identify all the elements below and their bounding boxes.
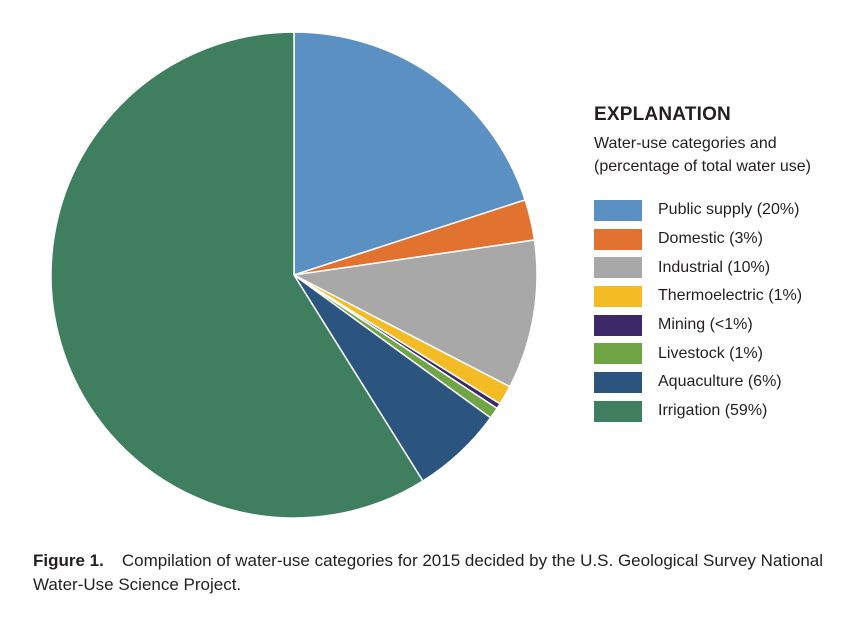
legend-swatch bbox=[594, 228, 642, 250]
pie-slice-industrial bbox=[293, 239, 538, 388]
legend-item: Livestock (1%) bbox=[594, 339, 854, 368]
legend-subtitle-line-2: (percentage of total water use) bbox=[594, 158, 812, 175]
legend-item: Aquaculture (6%) bbox=[594, 368, 854, 397]
legend-swatch bbox=[594, 371, 642, 393]
legend-title: EXPLANATION bbox=[594, 104, 731, 125]
legend-label: Irrigation (59%) bbox=[658, 402, 768, 420]
legend-item: Public supply (20%) bbox=[594, 196, 854, 225]
legend-item: Domestic (3%) bbox=[594, 225, 854, 254]
legend-swatch bbox=[594, 400, 642, 422]
legend-label: Public supply (20%) bbox=[658, 201, 800, 219]
legend-item: Irrigation (59%) bbox=[594, 397, 854, 426]
legend-label: Domestic (3%) bbox=[658, 230, 763, 248]
figure-caption: Figure 1. Compilation of water-use catego… bbox=[33, 549, 833, 597]
legend-label: Mining (<1%) bbox=[658, 316, 753, 334]
legend-items: Public supply (20%) Domestic (3%) Industri… bbox=[594, 196, 854, 426]
legend-label: Industrial (10%) bbox=[658, 258, 771, 276]
legend-swatch bbox=[594, 199, 642, 221]
pie-slice-public-supply bbox=[293, 31, 526, 276]
legend-subtitle: Water-use categories and (percentage of … bbox=[594, 132, 854, 178]
legend-swatch bbox=[594, 343, 642, 365]
figure-caption-text: Compilation of water-use categories for … bbox=[33, 551, 824, 594]
legend-swatch bbox=[594, 257, 642, 279]
legend-item: Industrial (10%) bbox=[594, 253, 854, 282]
figure-label: Figure 1. bbox=[33, 551, 104, 570]
legend-swatch bbox=[594, 314, 642, 336]
pie-chart bbox=[50, 31, 538, 519]
legend-label: Aquaculture (6%) bbox=[658, 373, 782, 391]
legend-label: Livestock (1%) bbox=[658, 344, 763, 362]
legend-item: Thermoelectric (1%) bbox=[594, 282, 854, 311]
legend: EXPLANATION Water-use categories and (pe… bbox=[594, 104, 854, 426]
legend-subtitle-line-1: Water-use categories and bbox=[594, 135, 777, 152]
pie-slice-irrigation bbox=[50, 31, 424, 519]
legend-label: Thermoelectric (1%) bbox=[658, 287, 803, 305]
legend-swatch bbox=[594, 285, 642, 307]
legend-item: Mining (<1%) bbox=[594, 311, 854, 340]
